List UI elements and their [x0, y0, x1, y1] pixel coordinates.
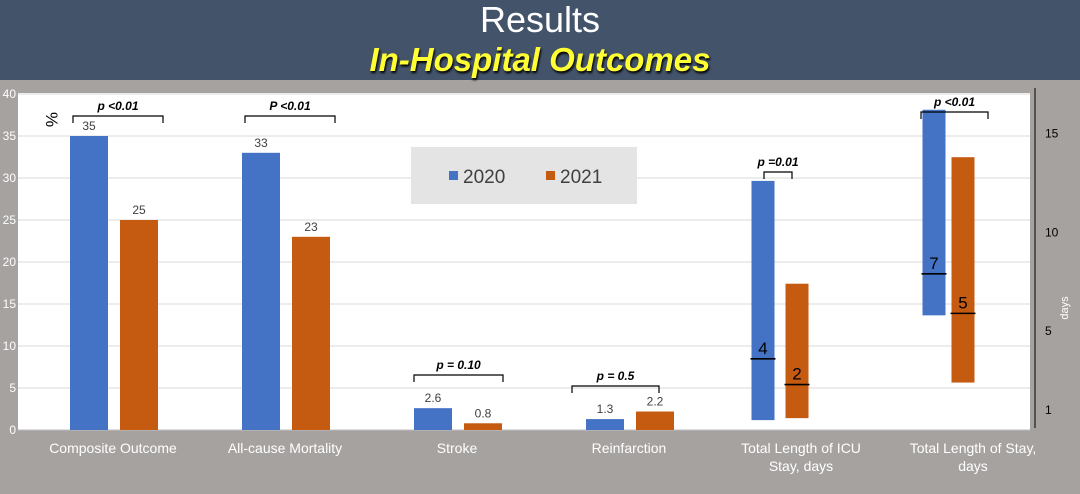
y-tick-label-right: 1	[1045, 403, 1052, 417]
legend-label-2021: 2021	[560, 167, 602, 188]
y-axis-label-right: days	[1059, 296, 1071, 320]
y-tick-label-left: 0	[9, 423, 16, 437]
data-label-2021: 25	[132, 203, 146, 217]
data-label-2020: 2.6	[425, 391, 442, 405]
y-tick-label-right: 15	[1045, 126, 1059, 140]
category-label-line: Stroke	[437, 440, 478, 456]
y-tick-label-left: 40	[3, 87, 17, 101]
bar-2021	[464, 423, 502, 430]
category-label: Composite Outcome	[49, 440, 177, 456]
bar-2020	[70, 136, 108, 430]
category-label-line: Reinfarction	[592, 440, 667, 456]
data-label-2021: 0.8	[475, 406, 492, 420]
category-label-line: days	[958, 458, 988, 474]
p-value-annotation-r1: p <0.01	[933, 95, 975, 109]
bar-2020	[586, 419, 624, 430]
significance-bracket-r0	[763, 171, 793, 179]
range-bar-2021	[951, 157, 975, 383]
page-title: Results	[479, 0, 601, 40]
range-bar-2021	[785, 283, 809, 419]
data-label-2020: 33	[254, 136, 268, 150]
p-value-annotation-0: p <0.01	[96, 99, 138, 113]
p-value-annotation-r0: p =0.01	[756, 155, 798, 169]
y-tick-label-left: 15	[3, 297, 17, 311]
data-label-2020: 1.3	[597, 402, 614, 416]
p-value-annotation-3: p = 0.5	[596, 369, 635, 383]
significance-bracket-3	[571, 385, 660, 393]
legend: 2020 2021	[411, 147, 637, 204]
y-tick-label-left: 20	[3, 255, 17, 269]
median-label-2021: 2	[792, 365, 801, 384]
y-tick-label-left: 35	[3, 129, 17, 143]
category-label-line: Total Length of ICU	[741, 440, 861, 456]
p-value-annotation-2: p = 0.10	[435, 358, 481, 372]
bar-2021	[120, 220, 158, 430]
category-label: Total Length of Stay, days	[910, 440, 1037, 474]
median-label-2020: 7	[929, 254, 938, 273]
y-axis-label-left: %	[42, 112, 61, 127]
y-tick-label-left: 10	[3, 339, 17, 353]
p-value-annotation-1: P <0.01	[269, 99, 311, 113]
range-bar-2020	[751, 180, 775, 421]
legend-label-2020: 2020	[463, 167, 505, 188]
median-label-2020: 4	[758, 339, 767, 358]
legend-box	[411, 147, 637, 204]
category-label-line: All-cause Mortality	[228, 440, 342, 456]
category-label: Reinfarction	[592, 440, 667, 456]
significance-bracket-1	[244, 115, 336, 123]
bar-2021	[636, 411, 674, 430]
category-label: Total Length of ICU Stay, days	[741, 440, 861, 474]
category-label-line: Composite Outcome	[49, 440, 177, 456]
bar-2020	[414, 408, 452, 430]
significance-bracket-0	[72, 115, 164, 123]
data-label-2020: 35	[82, 119, 96, 133]
significance-bracket-2	[413, 374, 504, 382]
y-tick-label-right: 10	[1045, 225, 1059, 239]
header-banner: Results In-Hospital Outcomes	[0, 0, 1080, 80]
significance-bracket-r1	[920, 111, 989, 119]
data-label-2021: 23	[304, 220, 318, 234]
legend-swatch-2020	[449, 171, 458, 180]
y-tick-label-left: 5	[9, 381, 16, 395]
category-label: Stroke	[437, 440, 478, 456]
legend-swatch-2021	[546, 171, 555, 180]
category-label: All-cause Mortality	[228, 440, 342, 456]
y-tick-label-right: 5	[1045, 324, 1052, 338]
y-tick-label-left: 25	[3, 213, 17, 227]
category-label-line: Total Length of Stay,	[910, 440, 1037, 456]
range-bar-2020	[922, 109, 946, 316]
data-label-2021: 2.2	[647, 395, 664, 409]
category-label-line: Stay, days	[769, 458, 833, 474]
y-tick-label-left: 30	[3, 171, 17, 185]
bar-2020	[242, 152, 280, 431]
bar-2021	[292, 236, 330, 430]
page-subtitle: In-Hospital Outcomes	[369, 41, 711, 78]
median-label-2021: 5	[958, 293, 967, 312]
